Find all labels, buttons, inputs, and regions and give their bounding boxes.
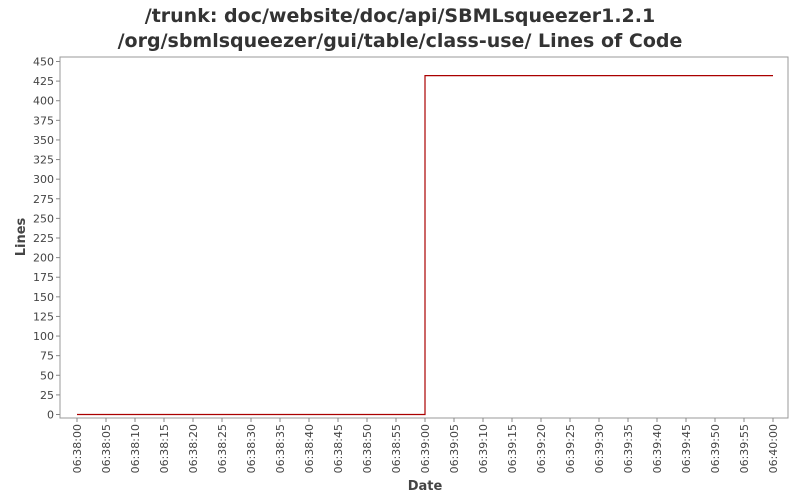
x-tick-label: 06:39:20 <box>535 424 548 473</box>
y-tick-label: 175 <box>33 271 54 284</box>
x-tick-label: 06:38:10 <box>129 424 142 473</box>
y-tick-label: 450 <box>33 56 54 69</box>
y-tick-label: 150 <box>33 291 54 304</box>
x-tick-label: 06:39:50 <box>709 424 722 473</box>
y-tick-label: 75 <box>40 350 54 363</box>
y-tick-label: 375 <box>33 114 54 127</box>
x-tick-label: 06:39:05 <box>448 424 461 473</box>
x-axis-label: Date <box>408 479 443 494</box>
chart-title: /trunk: doc/website/doc/api/SBMLsqueezer… <box>0 4 800 54</box>
x-tick-label: 06:38:40 <box>303 424 316 473</box>
x-tick-label: 06:38:50 <box>361 424 374 473</box>
x-tick-label: 06:39:45 <box>680 424 693 473</box>
x-tick-label: 06:38:15 <box>158 424 171 473</box>
x-tick-label: 06:38:30 <box>245 424 258 473</box>
series-layer <box>77 75 773 416</box>
x-tick-label: 06:40:00 <box>767 424 780 473</box>
y-axis: 0 25 50 75 100 125 150 175 200 225 250 275 300 325 350… <box>33 56 60 422</box>
series-line <box>77 75 773 416</box>
y-tick-label: 350 <box>33 134 54 147</box>
y-tick-label: 50 <box>40 369 54 382</box>
x-tick-label: 06:39:30 <box>593 424 606 473</box>
x-tick-label: 06:39:00 <box>419 424 432 473</box>
y-tick-label: 225 <box>33 232 54 245</box>
plot-area <box>59 56 789 419</box>
x-tick-label: 06:38:00 <box>71 424 84 473</box>
y-tick-label: 325 <box>33 154 54 167</box>
chart-title-line-1: /trunk: doc/website/doc/api/SBMLsqueezer… <box>144 5 656 27</box>
y-axis-label: Lines <box>14 217 29 256</box>
y-tick-label: 300 <box>33 173 54 186</box>
x-tick-label: 06:38:25 <box>216 424 229 473</box>
x-tick-label: 06:38:45 <box>332 424 345 473</box>
x-tick-label: 06:38:05 <box>100 424 113 473</box>
y-tick-label: 25 <box>40 389 54 402</box>
y-tick-label: 425 <box>33 75 54 88</box>
x-tick-label: 06:38:20 <box>187 424 200 473</box>
y-tick-label: 200 <box>33 252 54 265</box>
x-tick-label: 06:39:25 <box>564 424 577 473</box>
x-tick-label: 06:38:55 <box>390 424 403 473</box>
x-tick-label: 06:39:55 <box>738 424 751 473</box>
y-tick-label: 250 <box>33 212 54 225</box>
x-tick-label: 06:39:10 <box>477 424 490 473</box>
y-tick-label: 0 <box>47 409 54 422</box>
y-tick-label: 100 <box>33 330 54 343</box>
y-tick-label: 400 <box>33 95 54 108</box>
y-tick-label: 125 <box>33 310 54 323</box>
x-tick-label: 06:39:40 <box>651 424 664 473</box>
y-tick-label: 275 <box>33 193 54 206</box>
x-tick-label: 06:39:35 <box>622 424 635 473</box>
x-tick-label: 06:39:15 <box>506 424 519 473</box>
chart-title-line-2: /org/sbmlsqueezer/gui/table/class-use/ L… <box>117 30 683 52</box>
x-tick-label: 06:38:35 <box>274 424 287 473</box>
x-axis: 06:38:00 06:38:05 06:38:10 06:38:15 06:38:20… <box>71 418 780 473</box>
